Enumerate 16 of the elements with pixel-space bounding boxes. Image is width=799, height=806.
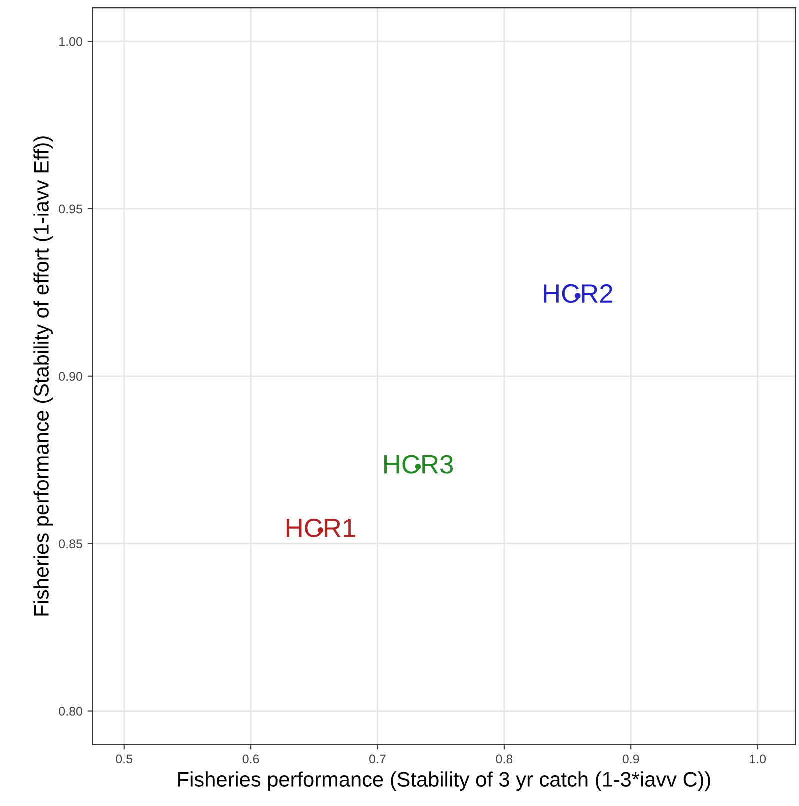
x-tick-label: 0.6 xyxy=(242,754,260,764)
x-tick-label: 0.8 xyxy=(496,754,513,764)
y-tick-label: 0.95 xyxy=(59,204,82,214)
series-label: HCR3 xyxy=(384,455,454,474)
y-tick-label: 1.00 xyxy=(60,37,82,46)
x-axis-title: Fisheries performance (Stability of 3 yr catch (1-3*iavv C)) xyxy=(178,772,710,792)
y-tick-label: 0.90 xyxy=(59,372,82,382)
y-tick-label: 0.85 xyxy=(59,540,82,548)
series-label: HCR2 xyxy=(544,284,612,304)
x-tick-label: 1.0 xyxy=(750,754,766,764)
y-axis-title: Fisheries performance (Stability of effort (1-iavv Eff)) xyxy=(34,136,54,616)
y-tick-label: 0.80 xyxy=(59,707,82,716)
series-label: HCR1 xyxy=(286,518,356,538)
x-tick-label: 0.9 xyxy=(622,754,640,764)
x-tick-label: 0.5 xyxy=(116,754,133,764)
x-tick-label: 0.7 xyxy=(370,754,386,764)
